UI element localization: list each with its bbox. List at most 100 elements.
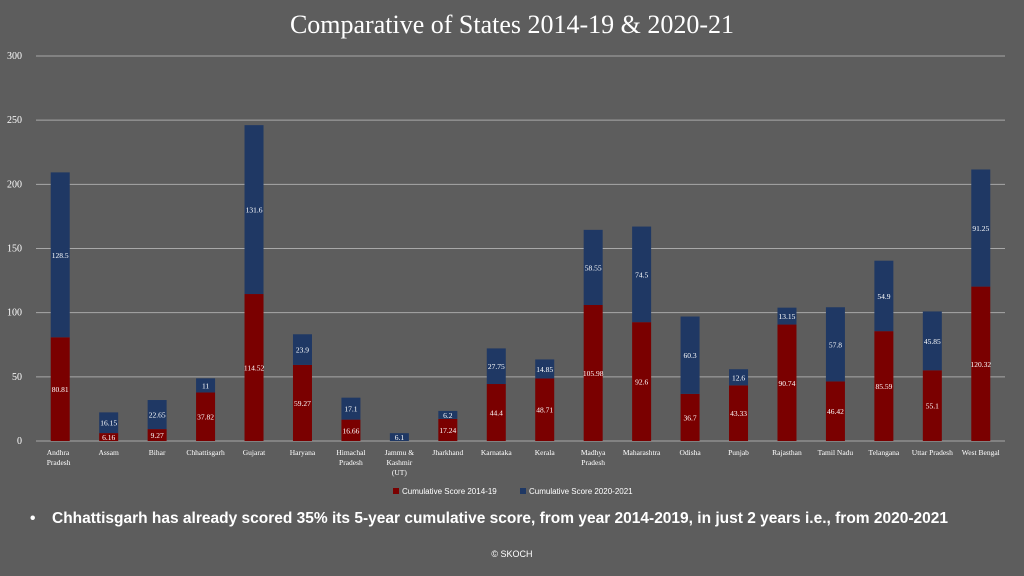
x-category-label-line: Jammu & <box>385 448 415 457</box>
bar-2014-19 <box>777 324 797 441</box>
x-category-label-line: Rajasthan <box>772 448 802 457</box>
x-category-label-line: Kashmir <box>386 458 412 467</box>
data-label-2020-21: 45.85 <box>924 337 941 346</box>
x-category-label: Odisha <box>679 448 701 457</box>
data-label-2020-21: 12.6 <box>732 373 745 382</box>
bar-2020-21 <box>583 229 603 305</box>
y-tick-label: 150 <box>7 244 22 255</box>
data-label-2014-19: 36.7 <box>684 413 697 422</box>
x-category-label-line: Tamil Nadu <box>818 448 854 457</box>
x-category-label-line: Karnataka <box>481 448 512 457</box>
data-label-2020-21: 58.55 <box>585 263 602 272</box>
bar-2014-19 <box>147 429 167 441</box>
x-category-label-line: Kerala <box>535 448 556 457</box>
x-category-label: Haryana <box>290 448 316 457</box>
x-category-label-line: West Bengal <box>962 448 1000 457</box>
bar-2020-21 <box>244 125 264 295</box>
x-category-label: West Bengal <box>962 448 1000 457</box>
bar-2014-19 <box>922 370 942 441</box>
copyright-footer: © SKOCH <box>491 549 533 559</box>
bar-2014-19 <box>50 337 70 441</box>
bar-2020-21 <box>729 369 749 386</box>
bar-2020-21 <box>147 400 167 430</box>
bar-2014-19 <box>971 286 991 441</box>
bar-2020-21 <box>196 378 216 393</box>
x-category-label-line: Odisha <box>679 448 701 457</box>
bar-2014-19 <box>729 385 749 441</box>
data-label-2020-21: 13.15 <box>779 312 796 321</box>
x-category-label-line: Madhya <box>581 448 606 457</box>
data-label-2020-21: 27.75 <box>488 362 505 371</box>
data-label-2020-21: 91.25 <box>972 224 989 233</box>
data-label-2014-19: 85.59 <box>875 382 892 391</box>
data-label-2020-21: 6.1 <box>395 433 405 442</box>
x-category-label-line: (UT) <box>392 468 407 477</box>
data-label-2020-21: 6.2 <box>443 411 453 420</box>
data-label-2014-19: 90.74 <box>779 379 796 388</box>
bar-2014-19 <box>825 381 845 441</box>
x-category-label: Maharashtra <box>623 448 661 457</box>
data-label-2014-19: 6.16 <box>102 433 115 442</box>
x-category-label-line: Gujarat <box>243 448 266 457</box>
y-tick-label: 100 <box>7 308 22 319</box>
y-tick-label: 0 <box>17 436 22 447</box>
x-category-label-line: Telangana <box>869 448 900 457</box>
x-category-label: Bihar <box>149 448 166 457</box>
bar-2020-21 <box>389 433 409 441</box>
data-label-2020-21: 11 <box>202 381 209 390</box>
x-category-label: Kerala <box>535 448 556 457</box>
bar-2014-19 <box>196 392 216 441</box>
x-category-label-line: Assam <box>98 448 119 457</box>
bar-2020-21 <box>50 172 70 338</box>
x-category-label-line: Punjab <box>728 448 749 457</box>
x-category-label-line: Bihar <box>149 448 166 457</box>
bar-2020-21 <box>922 311 942 371</box>
data-label-2020-21: 128.5 <box>52 251 69 260</box>
x-category-label: Himachal Pradesh <box>336 448 365 467</box>
bar-2020-21 <box>535 359 555 379</box>
bar-2020-21 <box>292 334 312 365</box>
bar-2014-19 <box>535 378 555 441</box>
data-label-2014-19: 46.42 <box>827 407 844 416</box>
bar-2014-19 <box>632 322 652 441</box>
x-category-label-line: Chhattisgarh <box>186 448 225 457</box>
bar-2020-21 <box>486 348 506 385</box>
data-label-2020-21: 17.1 <box>344 405 357 414</box>
x-category-label: Karnataka <box>481 448 512 457</box>
x-category-label: Punjab <box>728 448 749 457</box>
bar-2014-19 <box>244 294 264 441</box>
data-label-2014-19: 16.66 <box>342 426 359 435</box>
y-tick-label: 50 <box>12 372 22 383</box>
bar-2014-19 <box>583 304 603 441</box>
x-category-label-line: Jharkhand <box>432 448 463 457</box>
x-category-label-line: Haryana <box>290 448 316 457</box>
bar-2014-19 <box>292 364 312 441</box>
data-label-2020-21: 16.15 <box>100 419 117 428</box>
data-label-2014-19: 92.6 <box>635 378 648 387</box>
data-label-2014-19: 37.82 <box>197 413 214 422</box>
bar-2020-21 <box>825 307 845 382</box>
x-category-label: Gujarat <box>243 448 266 457</box>
x-category-label-line: Pradesh <box>47 458 71 467</box>
data-label-2014-19: 55.1 <box>926 402 939 411</box>
x-category-label: Jharkhand <box>432 448 463 457</box>
x-category-label: Andhra Pradesh <box>47 448 71 467</box>
bar-2020-21 <box>680 316 700 394</box>
x-category-label-line: Pradesh <box>581 458 605 467</box>
bar-2020-21 <box>99 412 119 434</box>
data-label-2014-19: 59.27 <box>294 399 311 408</box>
bar-2020-21 <box>777 307 797 325</box>
x-category-label: Telangana <box>869 448 900 457</box>
data-label-2014-19: 43.33 <box>730 409 747 418</box>
y-tick-label: 200 <box>7 179 22 190</box>
bar-2014-19 <box>99 433 119 441</box>
bar-2020-21 <box>874 260 894 332</box>
x-category-label-line: Andhra <box>47 448 70 457</box>
data-label-2014-19: 17.24 <box>439 426 456 435</box>
data-label-2014-19: 9.27 <box>151 431 164 440</box>
x-category-label: Madhya Pradesh <box>581 448 606 467</box>
legend-swatch-2020-21 <box>520 488 526 494</box>
data-label-2020-21: 54.9 <box>877 292 890 301</box>
data-label-2014-19: 120.32 <box>970 360 991 369</box>
y-tick-label: 250 <box>7 115 22 126</box>
